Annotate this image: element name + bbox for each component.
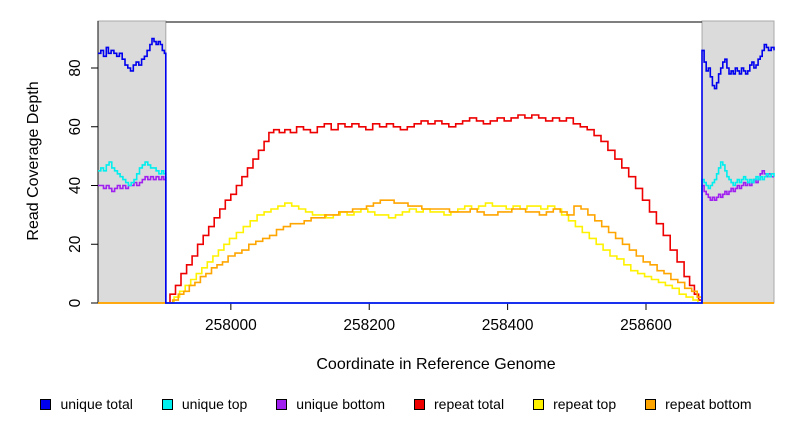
shaded-region: [97, 20, 167, 304]
legend-item: unique total: [40, 396, 133, 412]
series-line-unique-bottom: [98, 170, 774, 304]
series-line-unique-total: [98, 37, 775, 304]
legend-swatch-icon: [533, 398, 545, 410]
legend-item: unique top: [161, 396, 248, 412]
legend-swatch-icon: [40, 398, 52, 410]
legend-label: unique top: [181, 396, 248, 412]
series-line-repeat-top: [98, 202, 774, 304]
legend-item: repeat top: [533, 396, 616, 412]
y-tick-label: 0: [67, 298, 84, 307]
y-tick-label: 20: [67, 235, 84, 253]
legend: unique total unique top unique bottom re…: [0, 396, 792, 412]
legend-label: unique total: [60, 396, 133, 412]
legend-item: repeat bottom: [645, 396, 752, 412]
legend-swatch-icon: [276, 398, 288, 410]
y-tick-label: 60: [67, 118, 84, 136]
shaded-region: [701, 20, 775, 304]
x-axis-title: Coordinate in Reference Genome: [316, 356, 556, 373]
x-tick-label: 258200: [343, 317, 395, 334]
legend-swatch-icon: [645, 398, 657, 410]
series-line-unique-top: [98, 161, 775, 304]
y-tick-label: 80: [67, 59, 84, 77]
y-tick-label: 40: [67, 177, 84, 195]
legend-label: repeat top: [553, 396, 617, 412]
legend-item: unique bottom: [276, 396, 385, 412]
legend-item: repeat total: [414, 396, 504, 412]
series-line-repeat-bottom: [98, 199, 774, 304]
legend-label: repeat total: [434, 396, 505, 412]
legend-swatch-icon: [414, 398, 426, 410]
x-tick-label: 258000: [205, 317, 257, 334]
legend-label: repeat bottom: [665, 396, 752, 412]
x-tick-label: 258400: [482, 317, 534, 334]
legend-swatch-icon: [161, 398, 173, 410]
series-line-repeat-total: [98, 114, 774, 304]
legend-label: unique bottom: [296, 396, 386, 412]
y-axis-title: Read Coverage Depth: [25, 81, 42, 241]
x-tick-label: 258600: [620, 317, 672, 334]
